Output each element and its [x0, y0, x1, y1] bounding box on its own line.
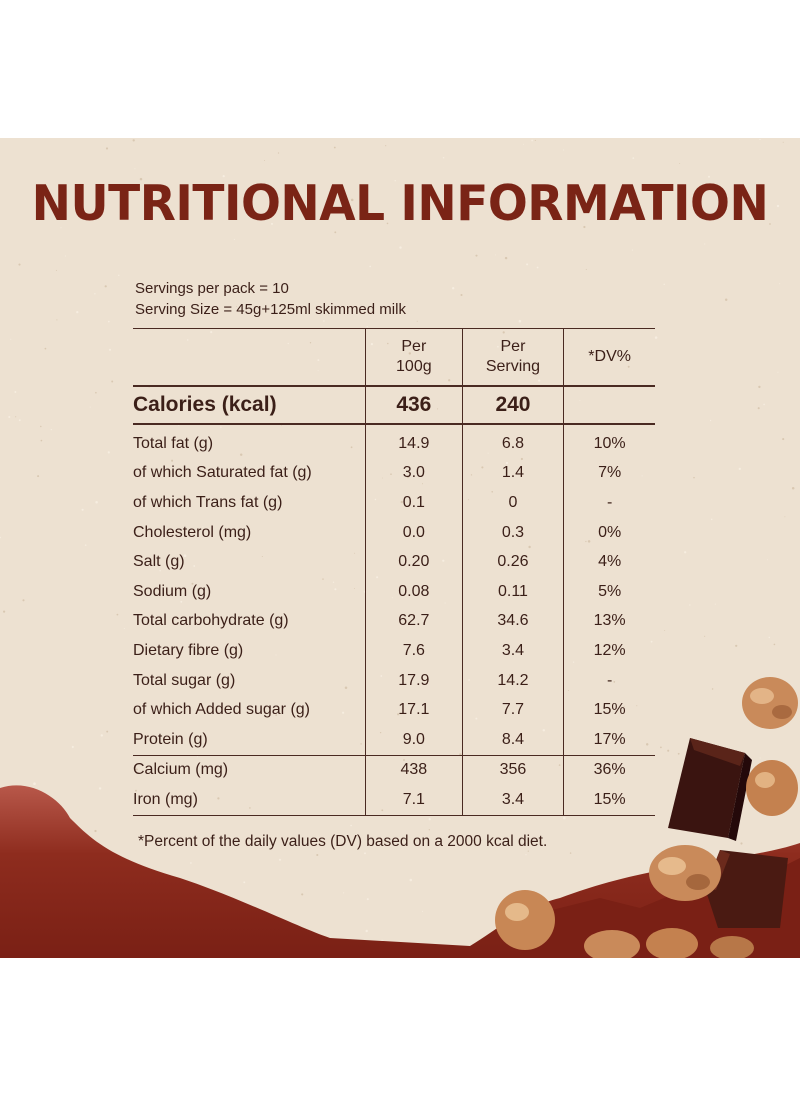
value-per-serving: 0.3 — [461, 517, 564, 548]
nutrient-label: of which Added sugar (g) — [133, 701, 310, 719]
value-per-100g: 0.0 — [365, 517, 463, 548]
servings-info: Servings per pack = 10 Serving Size = 45… — [135, 278, 406, 320]
value-dv: 0% — [563, 517, 655, 548]
value-dv: 12% — [563, 636, 655, 666]
header-dv: *DV% — [563, 328, 655, 386]
nutrient-label: Salt (g) — [133, 553, 185, 571]
value-per-100g: 14.9 — [365, 424, 463, 459]
table-row: of which Saturated fat (g) 3.0 1.4 7% — [133, 458, 655, 489]
servings-per-pack: Servings per pack = 10 — [135, 280, 289, 297]
calories-perserving: 240 — [461, 385, 564, 425]
value-per-serving: 34.6 — [461, 606, 564, 637]
nutrition-table: Per 100g Per Serving *DV% Calories (kcal) … — [133, 328, 655, 816]
value-per-100g: 438 — [365, 754, 463, 786]
nutrient-label: of which Trans fat (g) — [133, 493, 283, 511]
value-dv: 36% — [563, 754, 655, 786]
table-row: Dietary fibre (g) 7.6 3.4 12% — [133, 636, 655, 666]
table-row: Calcium (mg) 438 356 36% — [133, 754, 655, 786]
nutrient-rows: Total fat (g) 14.9 6.8 10% of which Saturate… — [133, 424, 655, 816]
value-per-serving: 3.4 — [461, 785, 564, 816]
calories-dv — [563, 385, 655, 425]
value-dv: - — [563, 665, 655, 696]
value-dv: 10% — [563, 424, 655, 459]
value-per-serving: 356 — [461, 754, 564, 786]
table-row: of which Added sugar (g) 17.1 7.7 15% — [133, 695, 655, 725]
value-dv: 4% — [563, 547, 655, 577]
nutrient-label: Cholesterol (mg) — [133, 523, 252, 541]
table-row: Total fat (g) 14.9 6.8 10% — [133, 424, 655, 459]
value-per-100g: 7.6 — [365, 636, 463, 666]
nutrition-panel: NUTRITIONAL INFORMATION Servings per pac… — [0, 138, 800, 958]
value-per-100g: 62.7 — [365, 606, 463, 637]
page-title: NUTRITIONAL INFORMATION — [31, 174, 769, 233]
value-dv: 5% — [563, 576, 655, 607]
table-row: Total sugar (g) 17.9 14.2- — [133, 665, 655, 696]
calories-label: Calories (kcal) — [133, 385, 366, 425]
serving-size: Serving Size = 45g+125ml skimmed milk — [135, 301, 406, 318]
value-dv: 13% — [563, 606, 655, 637]
table-row: of which Trans fat (g) 0.1 0- — [133, 488, 655, 518]
value-dv: 17% — [563, 724, 655, 756]
nutrient-label: Sodium (g) — [133, 582, 212, 600]
value-per-serving: 7.7 — [461, 695, 564, 725]
footnote: *Percent of the daily values (DV) based … — [138, 833, 548, 850]
value-per-100g: 0.20 — [365, 547, 463, 577]
value-per-serving: 0.11 — [461, 576, 564, 607]
nutrient-label: Total fat (g) — [133, 434, 214, 452]
nutrient-label: Total carbohydrate (g) — [133, 612, 289, 630]
nutrient-label: Calcium (mg) — [133, 754, 366, 786]
value-per-serving: 0.26 — [461, 547, 564, 577]
value-per-100g: 0.1 — [365, 488, 463, 518]
value-dv: 15% — [563, 695, 655, 725]
table-row: Total carbohydrate (g) 62.7 34.6 13% — [133, 606, 655, 637]
value-per-serving: 14.2 — [461, 665, 564, 696]
table-row: Cholesterol (mg) 0.0 0.3 0% — [133, 517, 655, 548]
value-dv: 15% — [563, 785, 655, 816]
nutrient-label: Protein (g) — [133, 730, 208, 748]
nutrient-label: Total sugar (g) — [133, 671, 236, 689]
value-per-100g: 17.9 — [365, 665, 463, 696]
value-per-100g: 17.1 — [365, 695, 463, 725]
calories-row: Calories (kcal) 436 240 — [133, 385, 655, 425]
value-per-serving: 1.4 — [461, 458, 564, 489]
table-row: Sodium (g) 0.08 0.11 5% — [133, 576, 655, 607]
nutrient-label: of which Saturated fat (g) — [133, 464, 312, 482]
value-per-serving: 8.4 — [461, 724, 564, 756]
value-per-100g: 3.0 — [365, 458, 463, 489]
nutrient-label: Iron (mg) — [133, 785, 366, 816]
value-dv: 7% — [563, 458, 655, 489]
table-row: Protein (g) 9.0 8.4 17% — [133, 724, 655, 756]
value-per-serving: 0 — [461, 488, 564, 518]
header-nutrient — [133, 328, 366, 386]
header-per-serving: Per Serving — [461, 328, 564, 386]
header-per-100g: Per 100g — [365, 328, 463, 386]
value-per-100g: 9.0 — [365, 724, 463, 756]
value-per-serving: 3.4 — [461, 636, 564, 666]
value-dv: - — [563, 488, 655, 518]
calories-per100: 436 — [365, 385, 463, 425]
nutrient-label: Dietary fibre (g) — [133, 641, 244, 659]
table-header-row: Per 100g Per Serving *DV% — [133, 328, 655, 386]
value-per-serving: 6.8 — [461, 424, 564, 459]
table-row: Iron (mg) 7.1 3.4 15% — [133, 785, 655, 816]
value-per-100g: 7.1 — [365, 785, 463, 816]
value-per-100g: 0.08 — [365, 576, 463, 607]
table-row: Salt (g) 0.20 0.26 4% — [133, 547, 655, 577]
